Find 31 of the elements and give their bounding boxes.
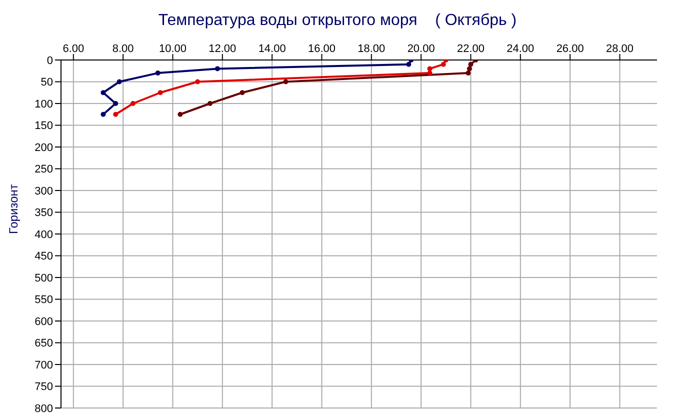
y-tick-label: 450 [34,250,53,263]
x-tick-label: 28.00 [606,43,634,55]
y-tick-label: 800 [34,402,53,415]
chart-title: Температура воды открытого моря ( Октябрь ) [157,11,518,31]
x-tick-label: 26.00 [556,43,584,55]
y-tick-label: 300 [34,185,53,198]
y-tick-label: 0 [46,54,53,67]
y-axis-title: Горизонт [6,184,20,234]
x-tick-label: 6.00 [62,43,84,55]
y-tick-label: 200 [34,142,53,154]
x-tick-label: 24.00 [506,43,534,55]
y-tick-label: 400 [34,228,53,241]
x-tick-label: 10.00 [158,43,187,55]
x-tick-label: 12.00 [208,43,236,55]
y-tick-label: 350 [34,207,53,220]
y-tick-label: 100 [34,98,53,110]
y-tick-label: 150 [34,120,53,132]
y-tick-label: 250 [34,164,53,176]
y-tick-label: 750 [34,381,53,394]
x-tick-label: 8.00 [112,43,134,55]
y-tick-label: 500 [34,272,53,284]
x-tick-label: 20.00 [407,43,435,55]
y-tick-label: 650 [34,338,53,350]
x-tick-label: 22.00 [456,43,485,55]
x-tick-label: 18.00 [358,43,386,55]
x-tick-label: 14.00 [258,43,286,55]
y-tick-label: 50 [40,76,53,89]
y-tick-label: 600 [34,316,53,328]
y-tick-label: 550 [34,294,53,306]
y-tick-label: 700 [34,359,53,372]
x-tick-label: 16.00 [308,43,336,55]
